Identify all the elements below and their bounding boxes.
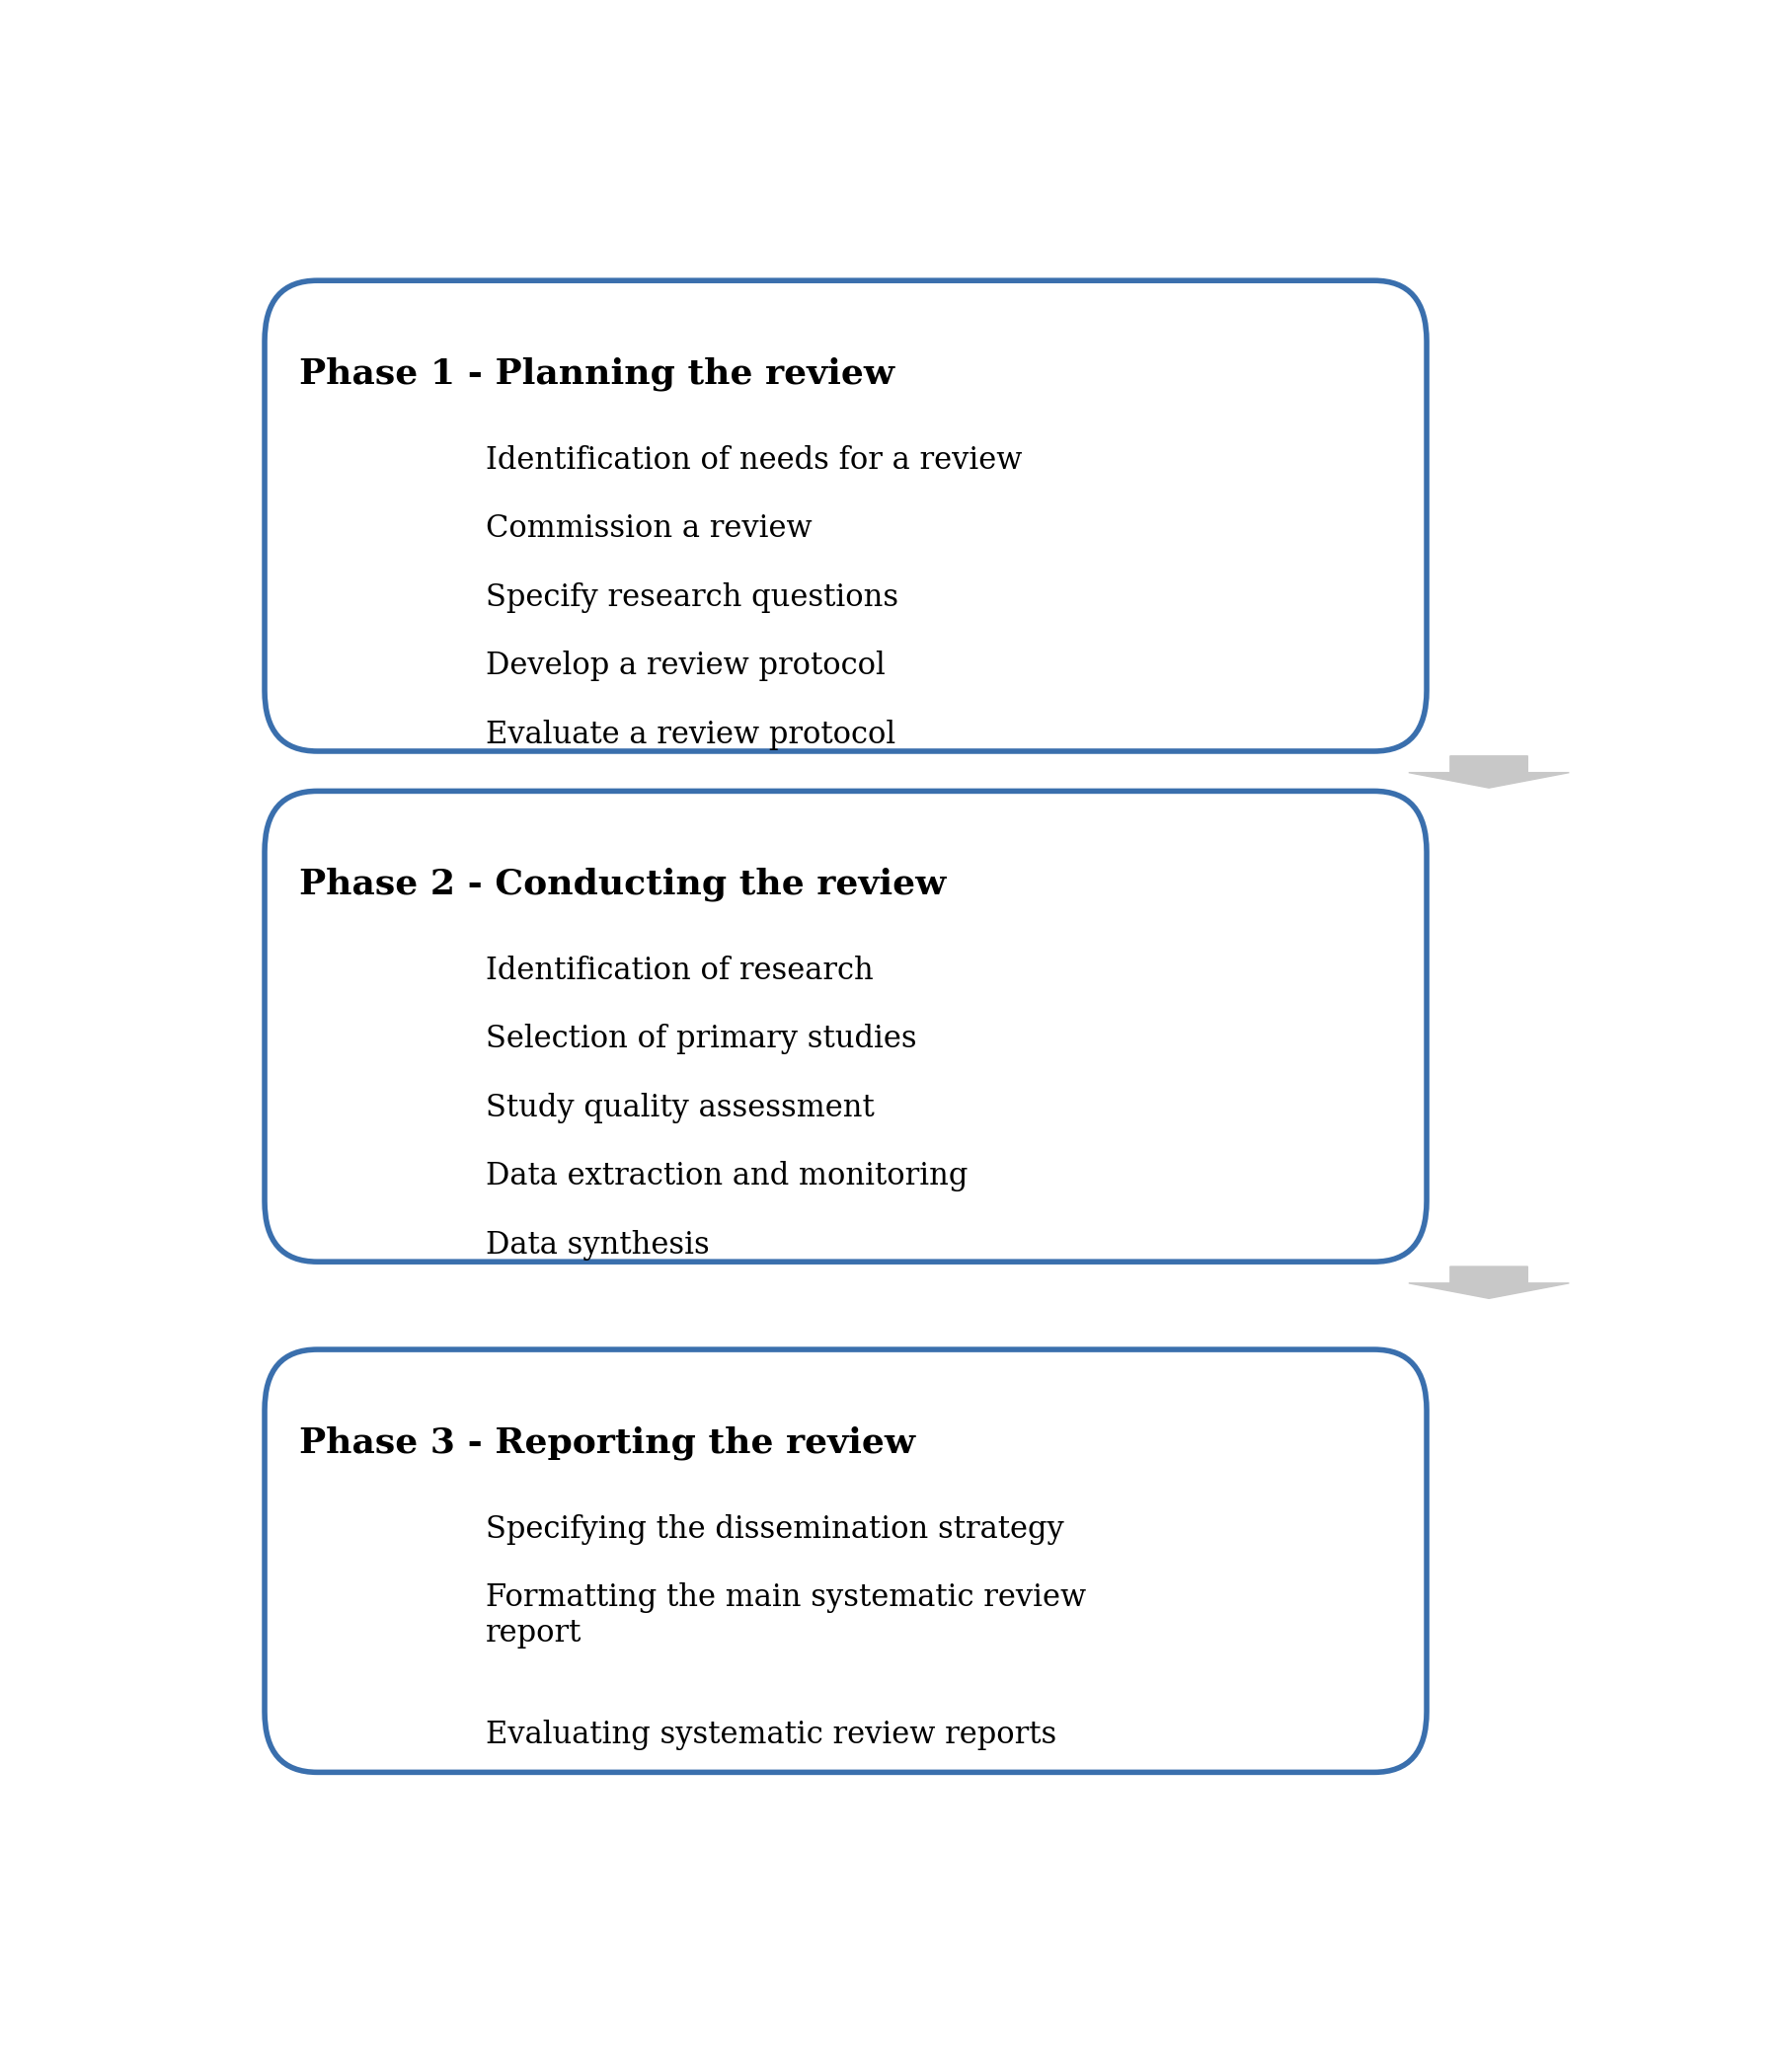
Text: Specifying the dissemination strategy: Specifying the dissemination strategy [485,1515,1063,1544]
Text: Phase 2 - Conducting the review: Phase 2 - Conducting the review [300,868,946,901]
FancyBboxPatch shape [264,280,1425,752]
Text: Identification of needs for a review: Identification of needs for a review [485,445,1022,474]
Text: Formatting the main systematic review
report: Formatting the main systematic review re… [485,1583,1086,1649]
Text: Data extraction and monitoring: Data extraction and monitoring [485,1160,967,1191]
Text: Phase 1 - Planning the review: Phase 1 - Planning the review [300,356,894,392]
Text: Phase 3 - Reporting the review: Phase 3 - Reporting the review [300,1426,915,1461]
Polygon shape [1408,1266,1568,1299]
Text: Evaluate a review protocol: Evaluate a review protocol [485,719,896,750]
FancyBboxPatch shape [264,792,1425,1262]
Polygon shape [1408,756,1568,787]
Text: Specify research questions: Specify research questions [485,582,899,613]
Text: Data synthesis: Data synthesis [485,1231,710,1260]
Text: Selection of primary studies: Selection of primary studies [485,1024,917,1055]
FancyBboxPatch shape [264,1349,1425,1772]
Text: Evaluating systematic review reports: Evaluating systematic review reports [485,1720,1056,1751]
Text: Develop a review protocol: Develop a review protocol [485,651,885,682]
Text: Commission a review: Commission a review [485,514,812,545]
Text: Identification of research: Identification of research [485,955,872,986]
Text: Study quality assessment: Study quality assessment [485,1092,874,1123]
